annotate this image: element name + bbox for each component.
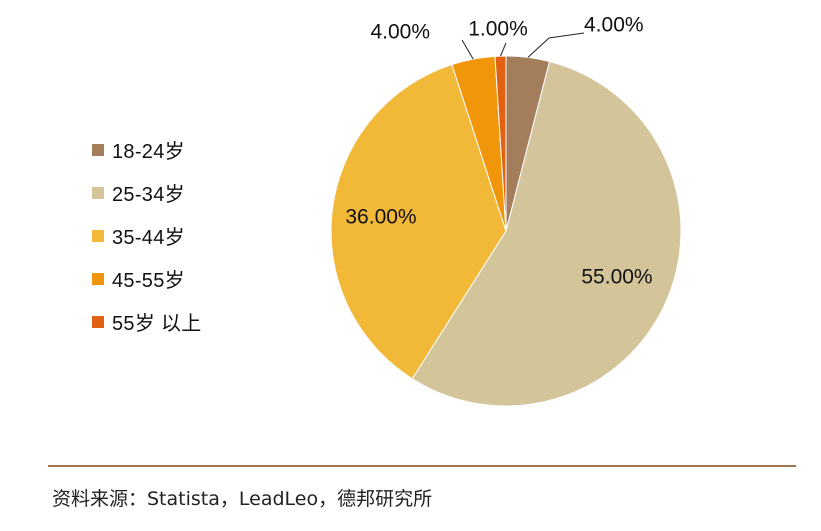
data-label-25-34: 55.00%: [581, 266, 652, 289]
data-label-45-55: 4.00%: [370, 21, 430, 44]
legend-item-18-24: 18-24岁: [92, 128, 202, 171]
slice-35-44: [330, 63, 507, 380]
legend-label: 18-24岁: [112, 141, 185, 163]
legend-swatch: [92, 315, 104, 328]
legend-item-55-plus: 55岁 以上: [92, 300, 202, 343]
legend-swatch: [92, 143, 104, 156]
leader-line: [461, 39, 474, 60]
source-note: 资料来源：Statista，LeadLeo，德邦研究所: [52, 488, 433, 510]
source-divider: [48, 465, 796, 467]
legend-item-35-44: 35-44岁: [92, 214, 202, 257]
legend-label: 45-55岁: [112, 270, 185, 292]
data-label-55-plus: 1.00%: [468, 18, 528, 41]
leader-line: [500, 42, 507, 57]
slice-25-34: [411, 60, 682, 407]
legend-label: 55岁 以上: [112, 313, 202, 335]
legend-swatch: [92, 272, 104, 285]
legend-label: 25-34岁: [112, 184, 185, 206]
chart-legend: 18-24岁 25-34岁 35-44岁 45-55岁 55岁 以上: [92, 128, 202, 343]
legend-swatch: [92, 229, 104, 242]
legend-label: 35-44岁: [112, 227, 185, 249]
legend-item-45-55: 45-55岁: [92, 257, 202, 300]
leader-line: [527, 32, 585, 58]
data-label-35-44: 36.00%: [345, 206, 416, 229]
legend-item-25-34: 25-34岁: [92, 171, 202, 214]
data-label-18-24: 4.00%: [584, 14, 644, 37]
legend-swatch: [92, 186, 104, 199]
